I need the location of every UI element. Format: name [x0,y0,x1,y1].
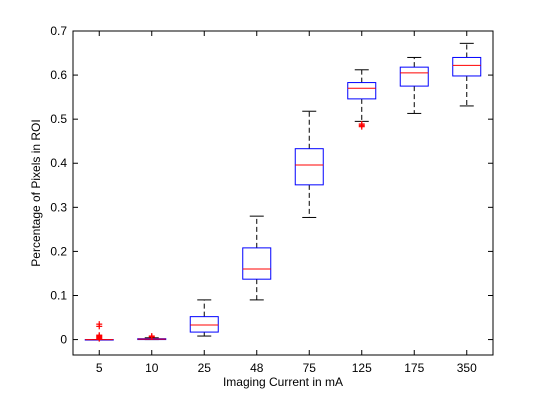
x-tick-label: 75 [303,361,317,375]
plot-area-frame [72,30,494,356]
box-iqr [189,316,219,333]
y-tick-label: 0.7 [50,24,67,38]
y-axis-label: Percentage of Pixels in ROI [29,119,43,266]
box-iqr [452,56,482,77]
x-tick-label: 25 [198,361,212,375]
y-axis: 0 0.1 0.2 0.3 0.4 0.5 0.6 0.7 [50,24,493,347]
x-tick-label: 5 [96,361,103,375]
box-iqr [242,247,272,280]
x-tick-label: 48 [250,361,264,375]
box-75 [294,110,324,218]
y-tick-label: 0.5 [50,112,67,126]
x-tick-label: 175 [404,361,424,375]
box-125 [347,69,377,130]
box-10 [137,333,167,341]
box-350 [452,42,482,107]
y-tick-label: 0.6 [50,68,67,82]
x-axis-label: Imaging Current in mA [223,375,343,389]
box-5 [84,321,114,342]
x-tick-label: 350 [457,361,477,375]
box-series [84,42,482,342]
x-axis: 5 10 25 48 75 125 175 350 [96,31,477,375]
x-tick-label: 125 [352,361,372,375]
box-175 [399,56,429,114]
y-tick-label: 0.2 [50,244,67,258]
box-iqr [399,66,429,87]
box-48 [242,215,272,301]
x-tick-label: 10 [145,361,159,375]
box-iqr [347,82,377,100]
y-tick-label: 0.3 [50,200,67,214]
y-tick-label: 0.4 [50,156,67,170]
y-tick-label: 0 [60,333,67,347]
box-iqr [294,148,324,186]
y-tick-label: 0.1 [50,288,67,302]
box-25 [189,299,219,337]
